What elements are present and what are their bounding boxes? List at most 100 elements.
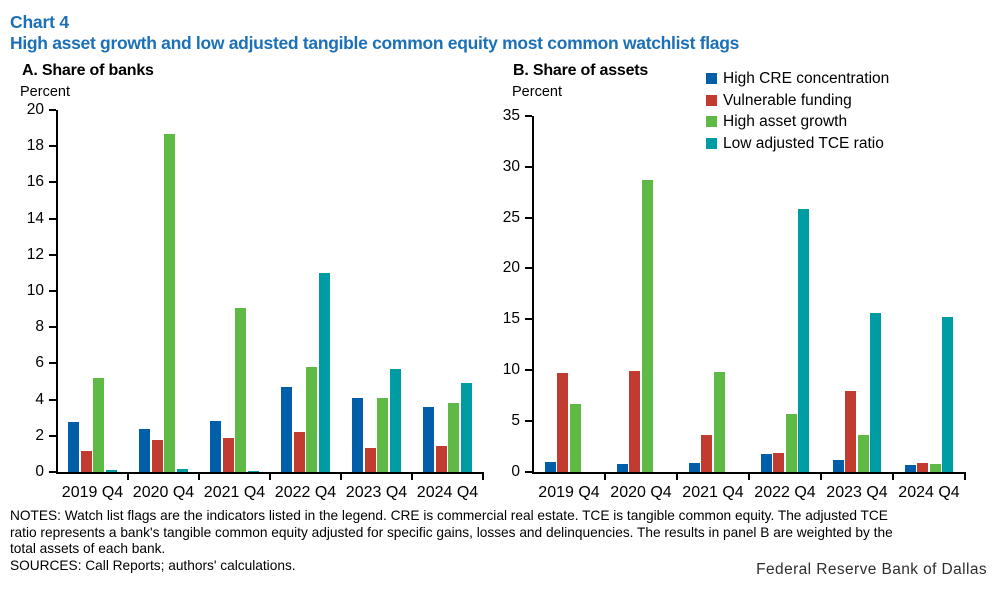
bar-vulnerable-funding xyxy=(701,435,713,472)
y-axis-tick xyxy=(49,145,56,148)
y-axis-tick xyxy=(49,290,56,292)
chart-title: High asset growth and low adjusted tangi… xyxy=(10,33,740,53)
bar-high-asset-growth xyxy=(641,179,653,472)
y-axis-tick xyxy=(49,109,56,111)
bar-high-asset-growth xyxy=(785,413,797,472)
x-axis-tick xyxy=(748,474,750,480)
y-axis-tick-label: 0 xyxy=(35,463,44,480)
x-axis-category-label: 2020 Q4 xyxy=(610,484,672,501)
legend-swatch-icon xyxy=(706,137,717,149)
y-axis-tick xyxy=(49,471,56,473)
x-axis-line xyxy=(56,472,484,474)
bar-high-asset-growth xyxy=(164,133,176,472)
y-axis-tick-label: 20 xyxy=(26,101,44,118)
bar-high-cre-concentration xyxy=(352,397,364,472)
y-axis-tick-label: 4 xyxy=(35,390,44,408)
x-axis-category-label: 2021 Q4 xyxy=(203,484,266,501)
bar-vulnerable-funding xyxy=(151,440,163,472)
y-axis-tick xyxy=(525,114,532,117)
bar-vulnerable-funding xyxy=(80,451,92,472)
bar-low-adjusted-tce-ratio xyxy=(942,317,954,472)
bar-high-cre-concentration xyxy=(68,422,80,472)
x-axis-tick xyxy=(340,474,342,480)
bar-high-cre-concentration xyxy=(544,461,556,472)
publisher-brand: Federal Reserve Bank of Dallas xyxy=(756,561,987,578)
bar-low-adjusted-tce-ratio xyxy=(318,272,330,472)
y-axis-tick xyxy=(525,216,532,219)
bar-vulnerable-funding xyxy=(629,371,641,472)
bar-low-adjusted-tce-ratio xyxy=(105,470,117,472)
x-axis-category-label: 2022 Q4 xyxy=(754,484,816,501)
bar-high-asset-growth xyxy=(377,397,389,472)
x-axis-tick xyxy=(198,474,200,480)
panel-b-heading: B. Share of assets xyxy=(513,62,649,79)
legend-label: High CRE concentration xyxy=(723,70,890,87)
y-axis-tick xyxy=(525,318,532,321)
x-axis-category-label: 2024 Q4 xyxy=(416,484,479,501)
notes-line: NOTES: Watch list flags are the indicato… xyxy=(10,508,888,523)
x-axis-category-label: 2024 Q4 xyxy=(898,484,960,501)
y-axis-tick-label: 35 xyxy=(502,106,520,124)
legend-item: Low adjusted TCE ratio xyxy=(706,135,889,157)
y-axis-tick xyxy=(49,217,56,220)
bar-high-cre-concentration xyxy=(832,459,844,472)
bar-low-adjusted-tce-ratio xyxy=(870,313,882,472)
y-axis-tick-label: 10 xyxy=(502,361,520,379)
bar-vulnerable-funding xyxy=(557,373,569,472)
bar-high-asset-growth xyxy=(713,372,725,472)
bar-high-asset-growth xyxy=(857,435,869,472)
y-axis-tick-label: 18 xyxy=(26,137,44,155)
x-axis-tick xyxy=(482,474,484,480)
x-axis-tick xyxy=(127,474,129,480)
chart-notes: NOTES: Watch list flags are the indicato… xyxy=(10,508,990,558)
x-axis-tick xyxy=(964,474,966,480)
y-axis-tick-label: 5 xyxy=(511,412,520,430)
y-axis-tick-label: 16 xyxy=(26,173,44,191)
x-axis-category-label: 2023 Q4 xyxy=(345,484,408,501)
bar-vulnerable-funding xyxy=(364,448,376,472)
chart-legend: High CRE concentration Vulnerable funding… xyxy=(706,70,889,156)
x-axis-tick xyxy=(820,474,822,480)
y-axis-tick xyxy=(49,362,56,365)
legend-swatch-icon xyxy=(706,73,717,84)
legend-item: High asset growth xyxy=(706,113,889,135)
legend-item: High CRE concentration xyxy=(706,70,889,92)
bar-high-asset-growth xyxy=(93,377,105,472)
panel-b-ylabel: Percent xyxy=(512,84,562,100)
bar-vulnerable-funding xyxy=(917,462,929,472)
y-axis-tick-label: 6 xyxy=(35,354,44,372)
chart-sources: SOURCES: Call Reports; authors' calculat… xyxy=(10,558,296,573)
bar-high-cre-concentration xyxy=(760,453,772,472)
legend-swatch-icon xyxy=(706,116,717,127)
x-axis-tick xyxy=(411,474,413,480)
y-axis-tick xyxy=(49,326,56,329)
bar-low-adjusted-tce-ratio xyxy=(247,470,259,472)
bar-high-asset-growth xyxy=(306,367,318,472)
bar-high-cre-concentration xyxy=(139,429,151,472)
y-axis-tick-label: 2 xyxy=(35,426,44,444)
y-axis-line xyxy=(56,110,58,474)
y-axis-tick xyxy=(525,369,532,372)
bar-vulnerable-funding xyxy=(293,432,305,472)
x-axis-category-label: 2019 Q4 xyxy=(538,484,600,501)
bar-low-adjusted-tce-ratio xyxy=(798,209,810,472)
x-axis-tick xyxy=(892,474,894,480)
bar-high-asset-growth xyxy=(929,464,941,472)
y-axis-tick xyxy=(525,471,532,473)
y-axis-tick-label: 15 xyxy=(502,310,520,328)
x-axis-category-label: 2023 Q4 xyxy=(826,484,888,501)
y-axis-tick xyxy=(525,420,532,423)
bar-low-adjusted-tce-ratio xyxy=(460,383,472,472)
y-axis-tick xyxy=(49,253,56,256)
y-axis-tick-label: 14 xyxy=(26,209,44,227)
chart-number: Chart 4 xyxy=(10,12,69,32)
x-axis-category-label: 2021 Q4 xyxy=(682,484,744,501)
y-axis-tick-label: 30 xyxy=(502,157,520,175)
y-axis-tick-label: 0 xyxy=(511,463,520,480)
legend-swatch-icon xyxy=(706,94,717,106)
bar-high-asset-growth xyxy=(448,403,460,472)
bar-high-cre-concentration xyxy=(904,464,916,472)
y-axis-tick xyxy=(525,165,532,168)
bar-high-asset-growth xyxy=(569,403,581,472)
